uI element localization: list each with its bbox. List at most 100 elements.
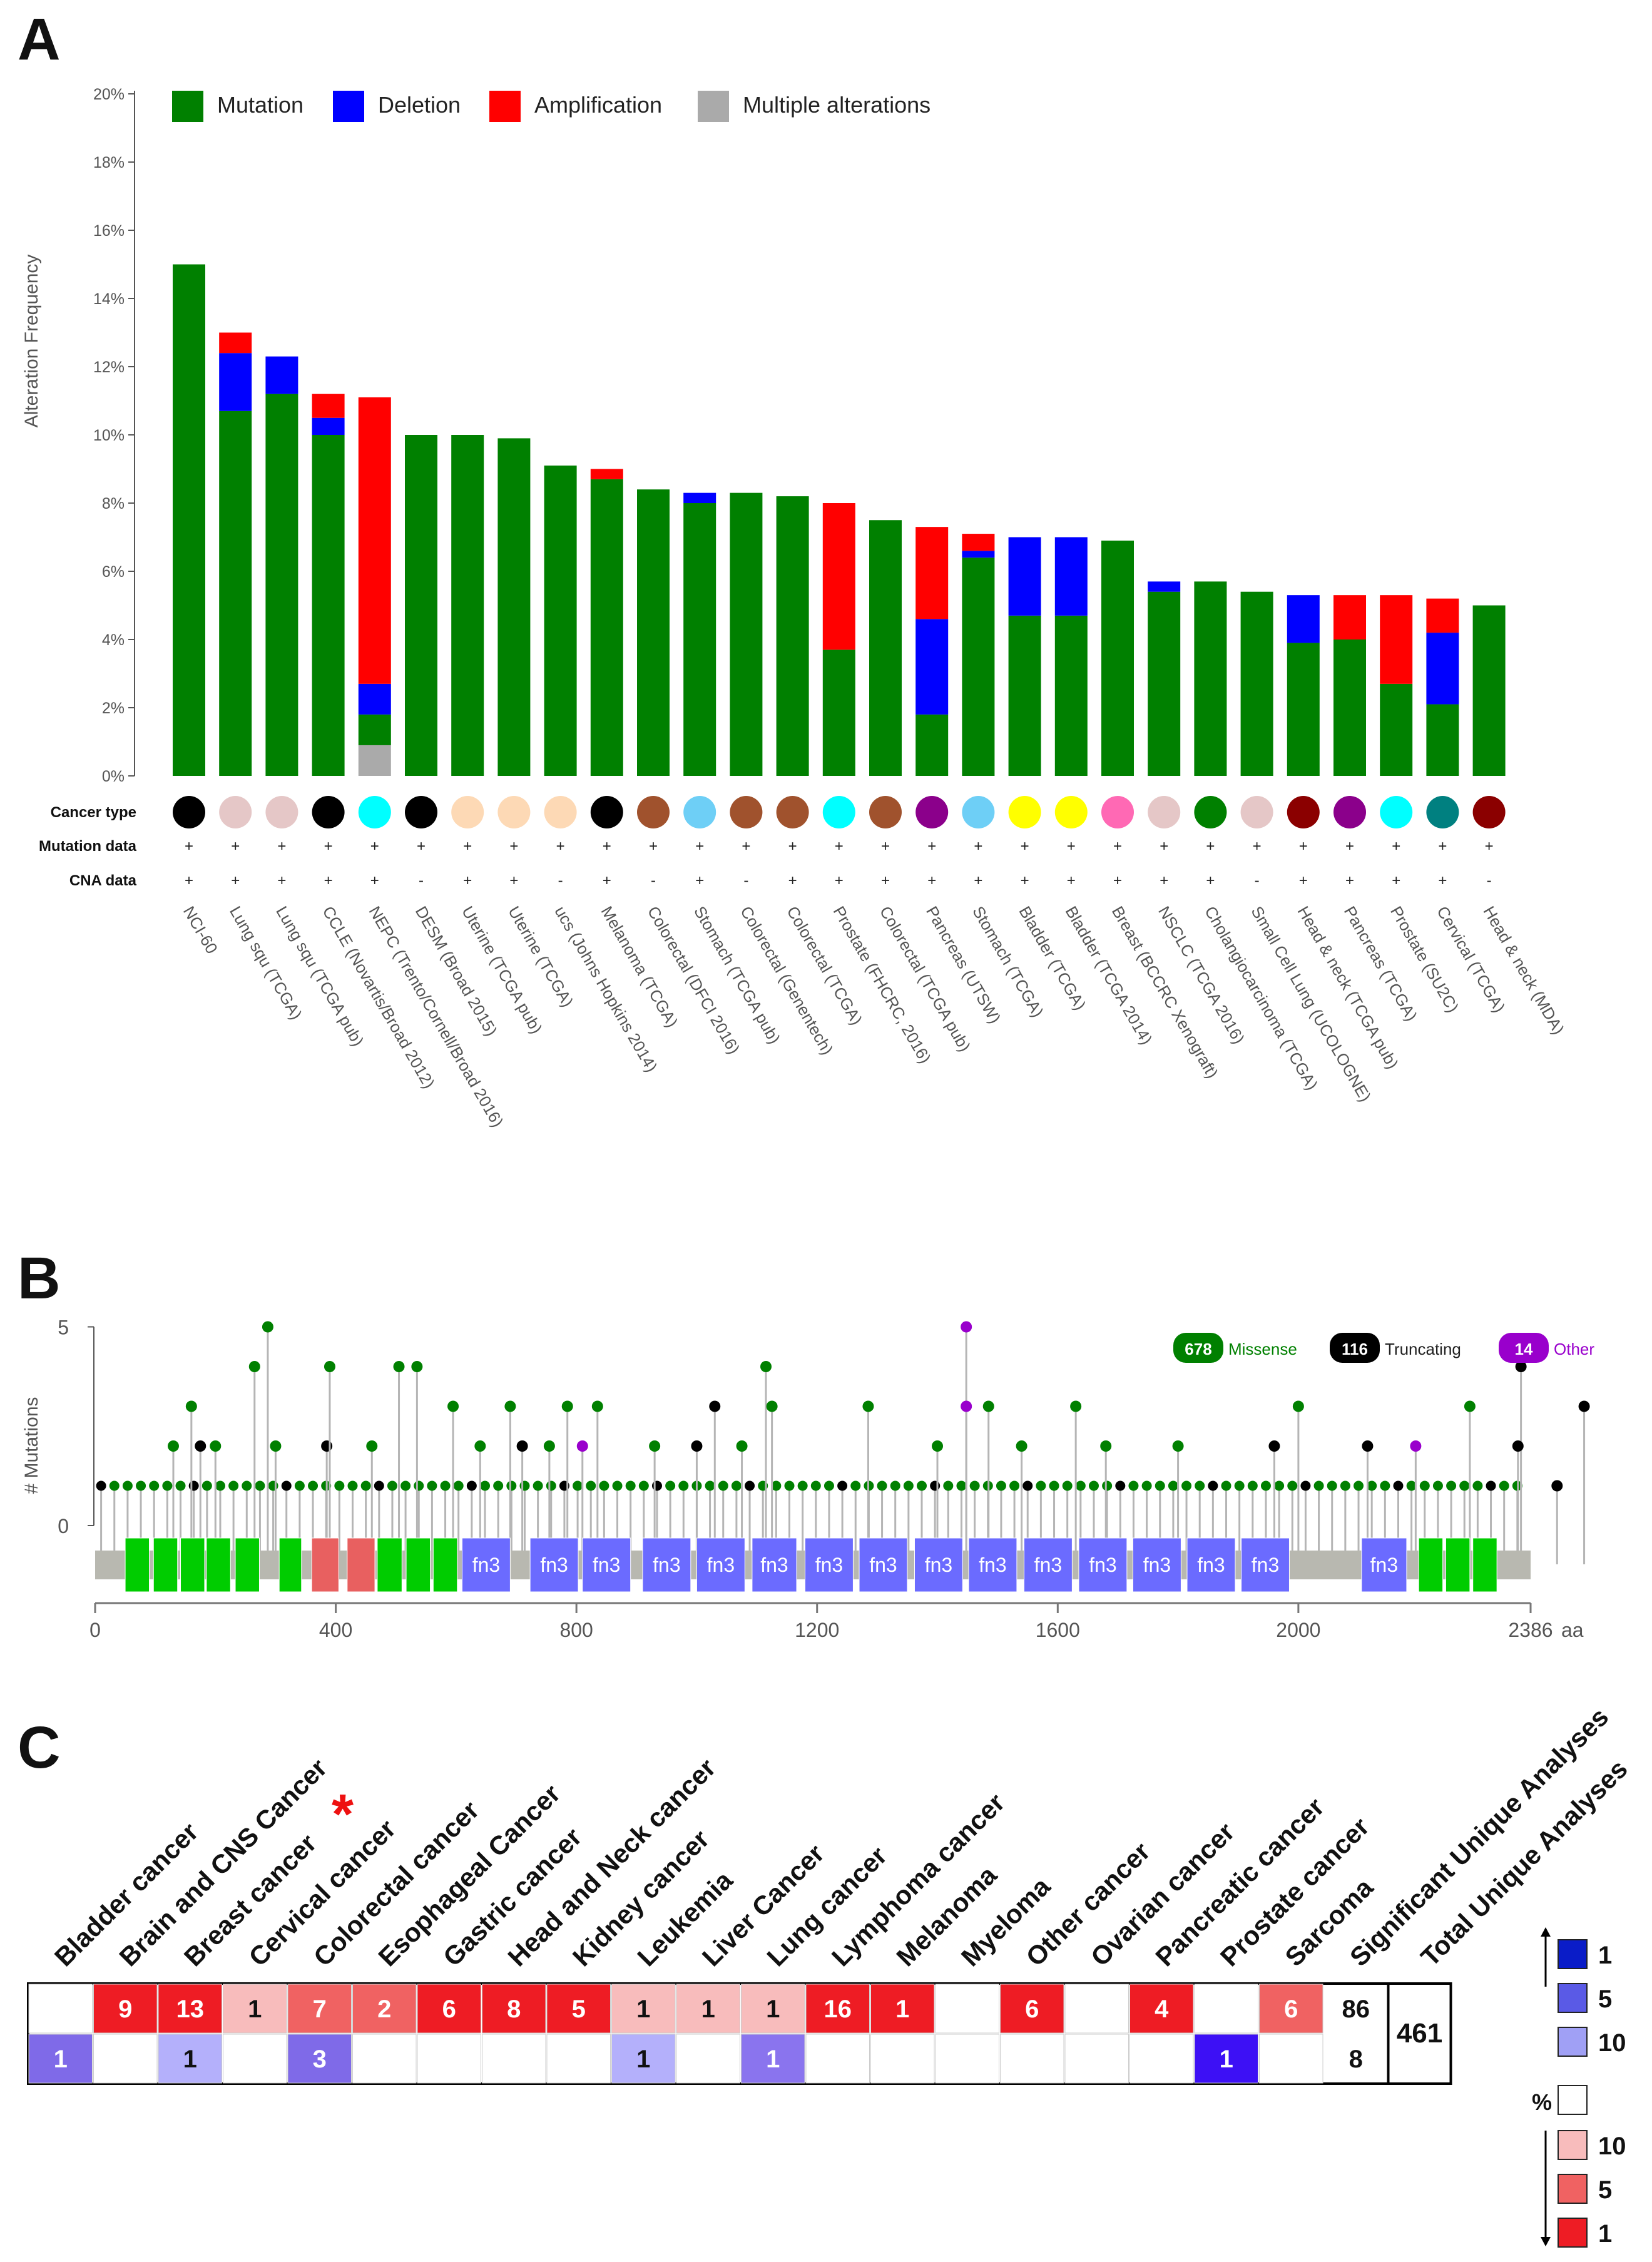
protein-domain bbox=[153, 1537, 178, 1592]
lollipop-head-missense bbox=[96, 1480, 106, 1491]
cell-value: 2 bbox=[377, 1995, 391, 2023]
lollipop-head-missense bbox=[493, 1480, 504, 1491]
cna-data-mark: - bbox=[1255, 872, 1260, 889]
table-cell bbox=[482, 2034, 546, 2084]
table-cell bbox=[1259, 2034, 1323, 2084]
lollipop-head-missense bbox=[308, 1480, 319, 1491]
cna-data-mark: + bbox=[324, 872, 333, 889]
cancer-type-dot bbox=[1333, 796, 1366, 828]
protein-domain bbox=[1472, 1537, 1497, 1592]
bar-deletion bbox=[1008, 537, 1041, 616]
table-cell bbox=[1194, 2034, 1258, 2084]
bar-mutation bbox=[219, 410, 252, 776]
lollipop-head-missense bbox=[262, 1321, 273, 1333]
lollipop-head-missense bbox=[1195, 1480, 1205, 1491]
lollipop-head-missense bbox=[1287, 1480, 1298, 1491]
table-cell bbox=[352, 1984, 417, 2034]
cna-data-mark: - bbox=[419, 872, 424, 889]
table-cell bbox=[417, 1984, 481, 2034]
protein-domain bbox=[805, 1537, 854, 1592]
protein-domain bbox=[461, 1537, 511, 1592]
lollipop-head-missense bbox=[573, 1480, 583, 1491]
protein-domain bbox=[206, 1537, 231, 1592]
table-cell bbox=[546, 1984, 611, 2034]
bar-mutation bbox=[1054, 615, 1088, 776]
lollipop-head-missense bbox=[969, 1480, 980, 1491]
table-cell bbox=[935, 2034, 999, 2084]
cancer-type-dot bbox=[1148, 796, 1181, 828]
cancer-type-dot bbox=[1426, 796, 1459, 828]
scale-label: 1 bbox=[1598, 2220, 1612, 2248]
cna-data-mark: + bbox=[1160, 872, 1168, 889]
significant-down-value: 8 bbox=[1349, 2045, 1363, 2073]
lollipop-head-missense bbox=[109, 1480, 120, 1491]
cell-value: 16 bbox=[824, 1995, 852, 2023]
bar-amplification bbox=[962, 534, 995, 551]
track-label: Mutation data bbox=[39, 838, 137, 855]
table-cell bbox=[741, 2034, 805, 2084]
lollipop-head-missense bbox=[1009, 1480, 1020, 1491]
mutation-data-mark: + bbox=[603, 838, 611, 855]
table-cell bbox=[352, 2034, 417, 2084]
cna-data-mark: + bbox=[603, 872, 611, 889]
table-cell bbox=[611, 1984, 676, 2034]
bar-mutation bbox=[962, 558, 995, 776]
lollipop-head-missense bbox=[1155, 1480, 1165, 1491]
cancer-type-dot bbox=[637, 796, 670, 828]
mutation-data-mark: + bbox=[1485, 838, 1494, 855]
table-cell bbox=[1259, 1984, 1323, 2034]
track-label: Cancer type bbox=[51, 804, 136, 821]
lollipop-head-missense bbox=[903, 1480, 914, 1491]
lollipop-head-missense bbox=[651, 1480, 662, 1491]
lollipop-head-missense bbox=[149, 1480, 160, 1491]
cancer-type-dot bbox=[590, 796, 623, 828]
cna-data-mark: + bbox=[835, 872, 844, 889]
cell-value: 13 bbox=[176, 1995, 205, 2023]
lollipop-head-missense bbox=[1367, 1480, 1377, 1491]
lollipop-head-missense bbox=[188, 1480, 199, 1491]
protein-domain bbox=[1186, 1537, 1236, 1592]
scale-arrow-down-head bbox=[1541, 2237, 1551, 2246]
cancer-type-dot bbox=[544, 796, 577, 828]
position-tick-label: 0 bbox=[89, 1619, 101, 1641]
lollipop-head-missense bbox=[784, 1480, 795, 1491]
lollipop-head-missense bbox=[837, 1480, 848, 1491]
lollipop-head-missense bbox=[210, 1440, 222, 1452]
cancer-type-dot bbox=[405, 796, 437, 828]
mutations-tick-label: 5 bbox=[58, 1317, 69, 1339]
lollipop-head-missense bbox=[504, 1400, 516, 1412]
cna-data-mark: + bbox=[1392, 872, 1400, 889]
lollipop-head-missense bbox=[546, 1480, 556, 1491]
lollipop-head-truncating bbox=[1268, 1440, 1280, 1452]
cancer-type-dot bbox=[822, 796, 855, 828]
bar-mutation bbox=[312, 435, 345, 776]
table-cell bbox=[935, 1984, 999, 2034]
bar-mutation bbox=[544, 466, 577, 776]
lollipop-head-truncating bbox=[1515, 1361, 1527, 1372]
bar-amplification bbox=[1380, 595, 1413, 684]
mutation-data-mark: + bbox=[695, 838, 704, 855]
mutation-data-mark: + bbox=[788, 838, 797, 855]
lollipop-head-missense bbox=[533, 1480, 543, 1491]
legend-label-truncating: Truncating bbox=[1385, 1340, 1461, 1358]
legend-label-multiple-alterations: Multiple alterations bbox=[743, 92, 931, 118]
lollipop-head-missense bbox=[1260, 1480, 1271, 1491]
bar-mutation bbox=[358, 714, 391, 745]
cna-data-mark: + bbox=[1113, 872, 1122, 889]
table-cell bbox=[1064, 2034, 1129, 2084]
legend-label-mutation: Mutation bbox=[217, 92, 303, 118]
cancer-type-dot bbox=[1287, 796, 1320, 828]
position-tick-label: 2000 bbox=[1276, 1619, 1320, 1641]
cna-data-mark: + bbox=[509, 872, 518, 889]
lollipop-head-missense bbox=[414, 1480, 424, 1491]
cancer-type-dot bbox=[265, 796, 298, 828]
mutations-tick-label: 0 bbox=[58, 1515, 69, 1537]
bar-mutation bbox=[683, 503, 716, 776]
legend-pill-other bbox=[1499, 1333, 1549, 1363]
bar-mutation bbox=[590, 479, 623, 776]
lollipop-head-missense bbox=[185, 1400, 197, 1412]
bar-amplification bbox=[219, 332, 252, 354]
protein-domain bbox=[180, 1537, 205, 1592]
legend-label-missense: Missense bbox=[1228, 1340, 1297, 1358]
